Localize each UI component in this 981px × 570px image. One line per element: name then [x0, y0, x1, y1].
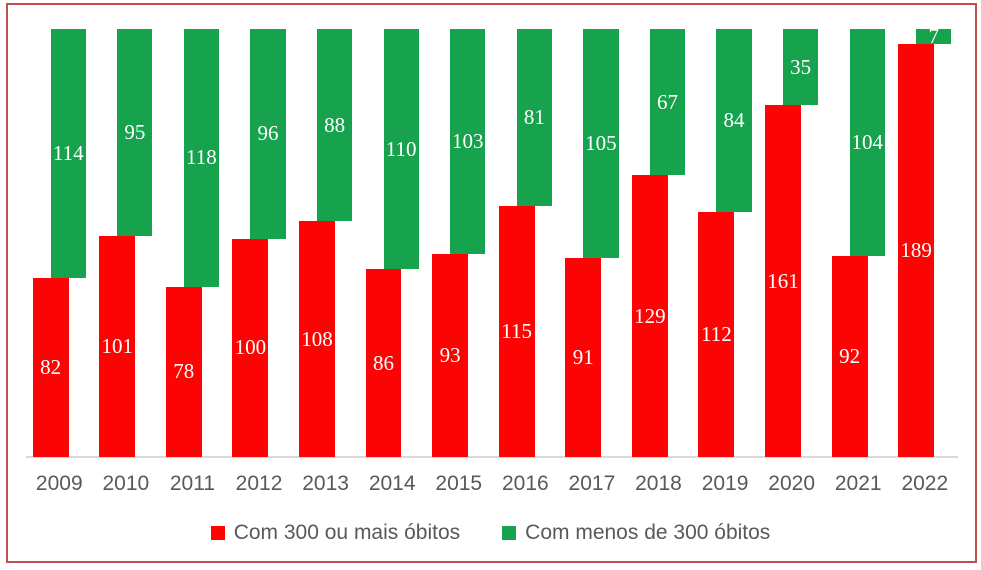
bar-value-label: 92	[839, 344, 861, 369]
bar-value-label: 101	[101, 334, 133, 359]
x-axis-label: 2016	[501, 472, 549, 495]
bar-value-label: 103	[451, 128, 484, 153]
red-bar: 129	[631, 175, 668, 457]
green-bar: 110	[383, 29, 419, 270]
bar-value-label: 91	[572, 345, 594, 370]
green-bar: 96	[250, 29, 286, 239]
bar-group: 161 35	[758, 29, 825, 457]
x-axis-label: 2010	[102, 472, 150, 495]
x-axis-labels: 2009 2010 2011 2012 2013 2014 2015 2016 2017 2018…	[26, 471, 958, 496]
legend-item: Com 300 ou mais óbitos	[210, 520, 461, 545]
x-axis-label: 2009	[35, 472, 83, 495]
legend-item: Com menos de 300 óbitos	[502, 520, 770, 545]
red-bar: 91	[565, 258, 602, 457]
bar-value-label: 86	[373, 350, 395, 375]
green-bar: 7	[916, 24, 952, 49]
bar-value-label: 82	[40, 354, 62, 379]
red-bar: 161	[765, 105, 801, 457]
bar-value-label: 110	[385, 136, 417, 161]
red-bar: 86	[365, 269, 402, 457]
legend-swatch-icon	[210, 525, 225, 540]
bar-value-label: 100	[234, 335, 267, 360]
bar-value-label: 67	[656, 89, 678, 114]
red-bar: 92	[831, 256, 868, 457]
green-bar: 114	[50, 29, 86, 278]
red-bar: 82	[32, 277, 69, 457]
bar-group: 78 118	[159, 29, 226, 457]
legend-label: Com menos de 300 óbitos	[525, 521, 771, 544]
bar-group: 91 105	[559, 29, 626, 457]
green-bar: 88	[316, 29, 353, 222]
x-axis-label: 2018	[635, 472, 682, 495]
bar-value-label: 84	[723, 108, 745, 133]
bar-value-label: 93	[439, 342, 461, 367]
red-bar: 115	[498, 205, 535, 457]
green-bar: 105	[583, 29, 619, 259]
green-bar: 104	[849, 29, 885, 257]
x-axis-label: 2011	[169, 472, 216, 495]
bar-value-label: 7	[928, 24, 940, 49]
bar-group: 101 95	[93, 29, 160, 457]
bar-value-label: 105	[585, 131, 617, 156]
bar-value-label: 108	[301, 326, 333, 351]
x-axis-label: 2017	[568, 472, 616, 495]
green-bar: 95	[117, 29, 153, 237]
green-bar: 81	[516, 29, 552, 206]
green-bar: 118	[183, 29, 220, 287]
red-bar: 101	[99, 236, 136, 457]
bar-group: 108 88	[292, 29, 359, 457]
bar-value-label: 129	[634, 303, 666, 328]
x-axis-label: 2012	[235, 472, 283, 495]
green-bar: 67	[649, 29, 686, 176]
bar-group: 189 7	[892, 24, 959, 457]
bar-group: 115 81	[492, 29, 559, 457]
x-axis-label: 2022	[901, 472, 949, 495]
green-bar: 35	[782, 29, 819, 106]
red-bar: 189	[898, 44, 935, 457]
red-bar: 108	[298, 221, 335, 457]
x-axis-label: 2021	[834, 472, 882, 495]
bar-value-label: 114	[52, 140, 84, 165]
bar-value-label: 112	[701, 322, 732, 347]
plot-area: 82 114 101 95 78 118 100 96 108 88 86 110 93 103 115 81…	[26, 24, 959, 457]
green-bar: 84	[716, 29, 752, 213]
bar-value-label: 88	[324, 112, 346, 137]
red-bar: 100	[232, 238, 269, 457]
bar-value-label: 95	[124, 120, 146, 145]
bar-value-label: 96	[257, 121, 279, 146]
x-axis-label: 2013	[302, 472, 349, 495]
red-bar: 78	[165, 286, 202, 457]
bar-group: 92 104	[825, 29, 892, 457]
bar-value-label: 161	[767, 268, 799, 293]
bar-group: 129 67	[625, 29, 692, 457]
bar-group: 100 96	[226, 29, 293, 457]
bar-value-label: 78	[173, 359, 195, 384]
red-bar: 112	[698, 212, 735, 457]
x-axis-label: 2014	[368, 472, 416, 495]
bar-value-label: 81	[523, 104, 545, 129]
bar-value-label: 115	[501, 318, 533, 343]
bar-value-label: 118	[186, 145, 217, 170]
bar-group: 82 114	[26, 29, 93, 457]
bar-group: 93 103	[425, 29, 492, 457]
bar-value-label: 35	[790, 54, 812, 79]
legend-label: Com 300 ou mais óbitos	[233, 521, 461, 544]
x-axis-label: 2020	[768, 472, 815, 495]
red-bar: 93	[432, 253, 469, 457]
x-axis-label: 2019	[701, 472, 749, 495]
bar-group: 112 84	[692, 29, 759, 457]
legend-swatch-icon	[502, 525, 517, 540]
x-axis-label: 2015	[435, 472, 483, 495]
x-axis-line	[26, 456, 958, 458]
green-bar: 103	[450, 29, 486, 254]
bar-group: 86 110	[359, 29, 426, 457]
legend: Com 300 ou mais óbitos Com menos de 300 ó…	[0, 520, 981, 545]
bar-value-label: 104	[851, 130, 883, 155]
bar-value-label: 189	[900, 238, 932, 263]
